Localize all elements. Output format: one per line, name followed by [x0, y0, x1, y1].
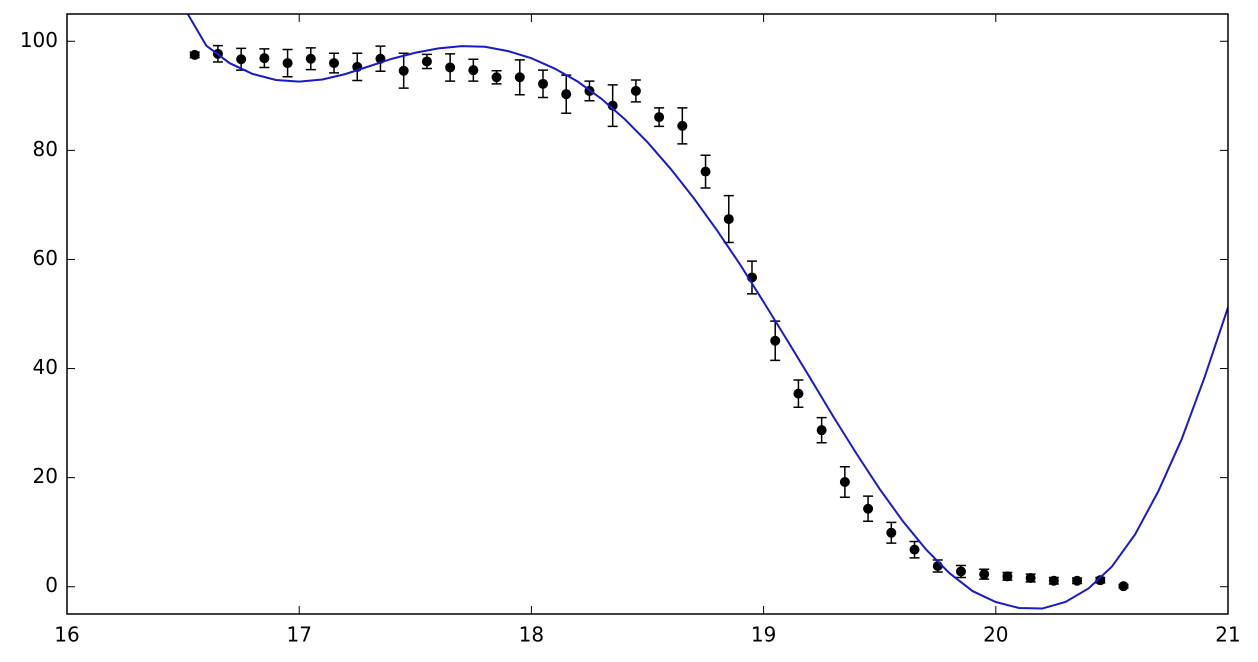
- data-point: [282, 58, 293, 69]
- data-point: [654, 112, 665, 123]
- data-point: [1002, 571, 1013, 582]
- x-tick-label: 16: [54, 623, 79, 647]
- data-point: [723, 214, 734, 225]
- y-tick-label: 40: [33, 355, 58, 379]
- data-point: [1048, 575, 1059, 586]
- y-tick-label: 20: [33, 464, 58, 488]
- data-point: [1072, 575, 1083, 586]
- data-point: [491, 72, 502, 83]
- data-point: [886, 527, 897, 538]
- y-tick-label: 100: [20, 28, 58, 52]
- data-point: [1118, 581, 1129, 592]
- y-tick-label: 80: [33, 137, 58, 161]
- data-point: [863, 503, 874, 514]
- data-point: [259, 53, 270, 64]
- data-point: [398, 65, 409, 76]
- data-point: [305, 53, 316, 64]
- data-point: [677, 120, 688, 131]
- data-point: [607, 100, 618, 111]
- data-point: [329, 58, 340, 69]
- x-tick-label: 17: [286, 623, 311, 647]
- data-point: [955, 566, 966, 577]
- data-point: [770, 335, 781, 346]
- data-point: [909, 544, 920, 555]
- data-point: [468, 65, 479, 76]
- data-point: [700, 166, 711, 177]
- y-tick-label: 60: [33, 246, 58, 270]
- data-point: [236, 54, 247, 65]
- data-point: [561, 89, 572, 100]
- data-point: [839, 477, 850, 487]
- data-point: [514, 72, 525, 83]
- data-point: [630, 85, 641, 96]
- data-point: [979, 569, 990, 580]
- x-tick-label: 20: [983, 623, 1008, 647]
- data-point: [445, 62, 456, 73]
- data-point: [816, 425, 827, 436]
- data-point: [421, 56, 432, 67]
- x-tick-label: 19: [751, 623, 776, 647]
- data-point: [189, 49, 200, 60]
- data-point: [538, 78, 549, 89]
- x-tick-label: 18: [519, 623, 544, 647]
- plot-area: [186, 14, 1228, 610]
- data-point: [793, 388, 804, 399]
- x-tick-label: 21: [1215, 623, 1240, 647]
- plot-frame: [66, 13, 1229, 615]
- data-point: [1025, 573, 1036, 583]
- data-point: [1095, 575, 1106, 586]
- fit-line: [186, 14, 1228, 610]
- y-tick-label: 0: [45, 573, 58, 597]
